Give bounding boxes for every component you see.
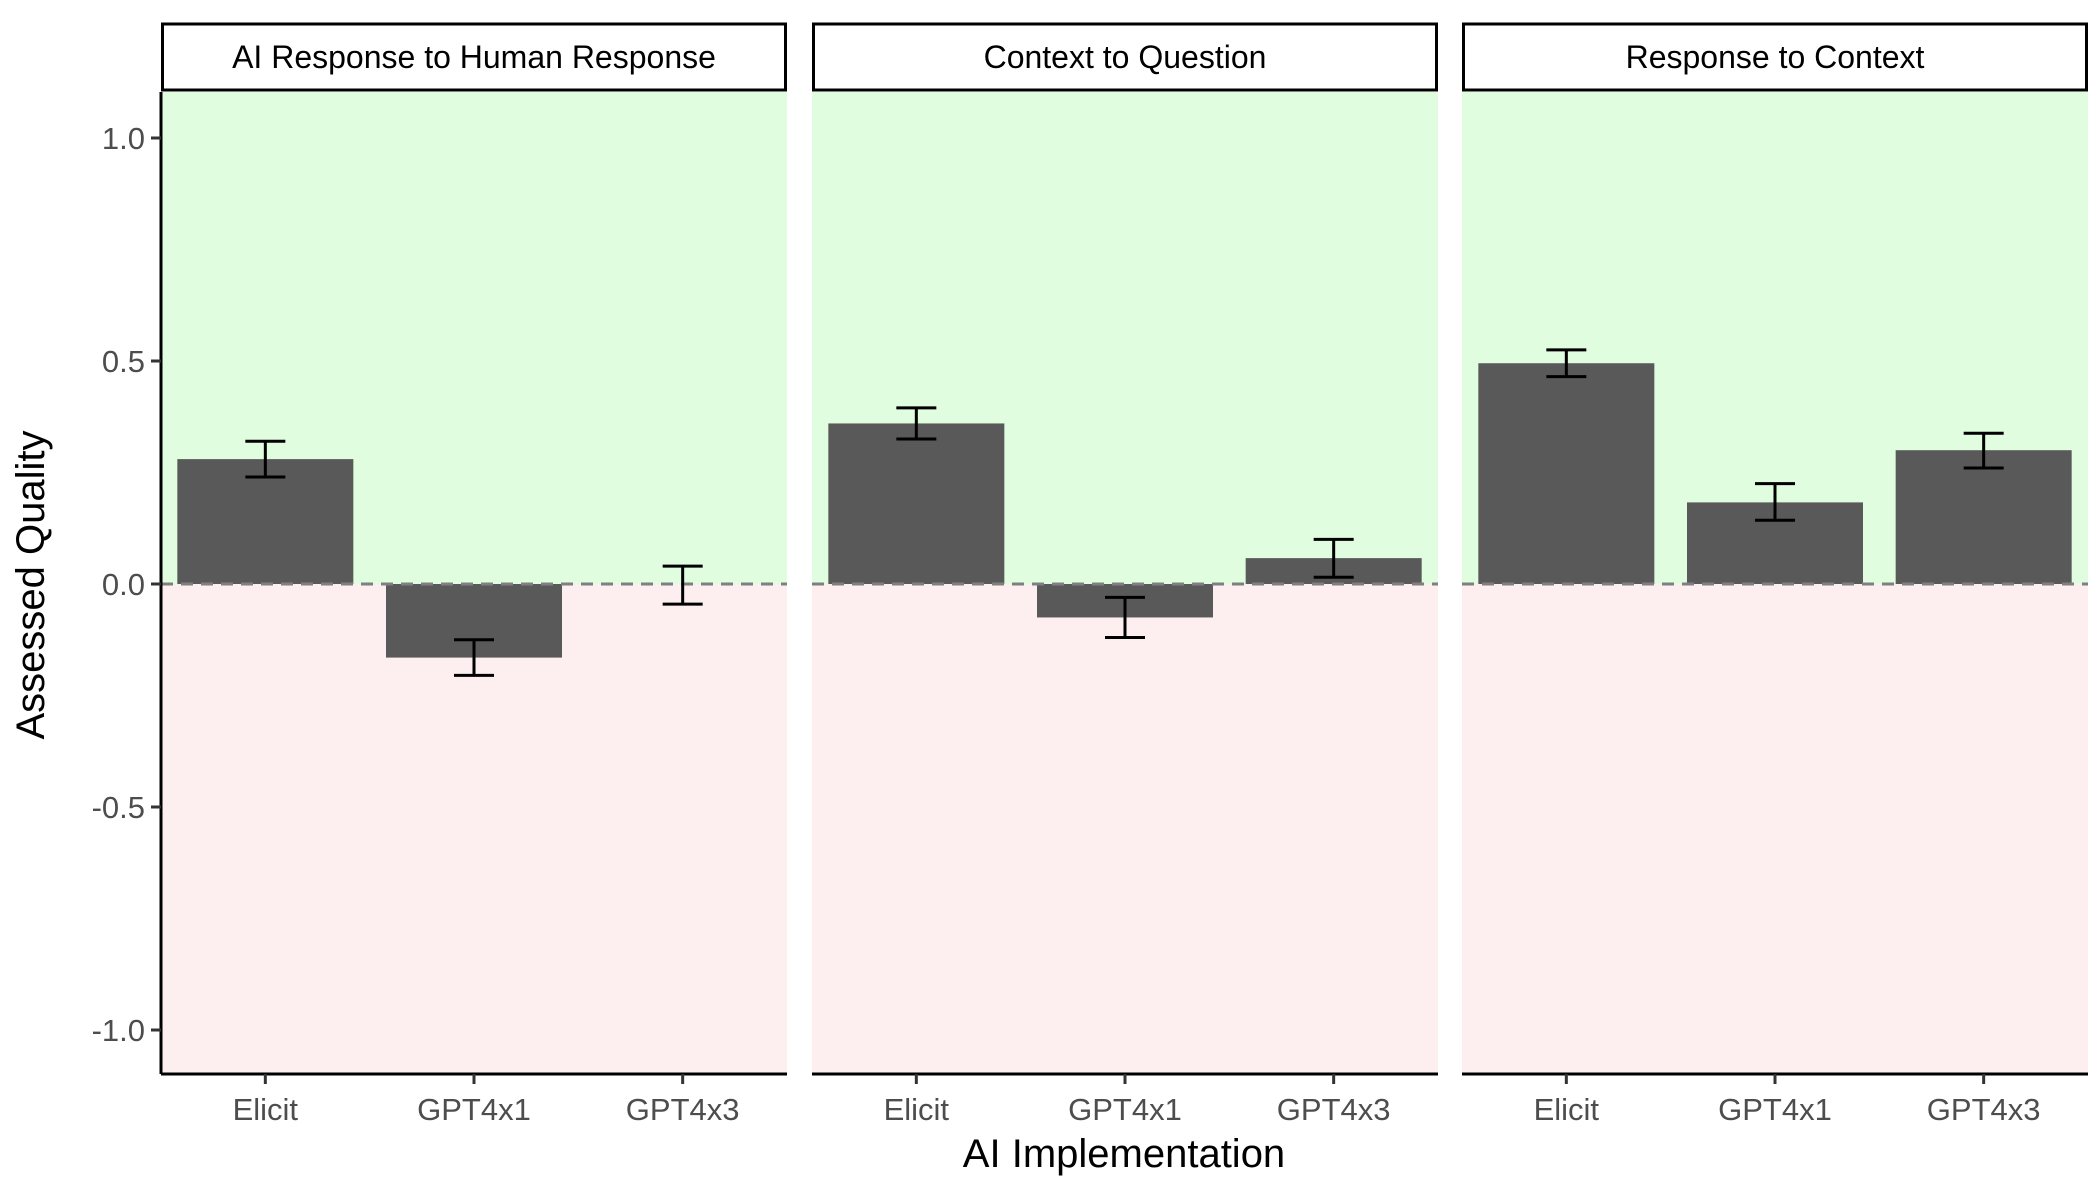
y-tick-label: -0.5 — [92, 790, 145, 825]
error-bar-gpt4x1 — [454, 638, 494, 677]
error-bar-gpt4x3 — [1963, 431, 2004, 470]
negative-region — [1462, 584, 2088, 1074]
x-tick-label: GPT4x1 — [1718, 1092, 1832, 1127]
error-bar-gpt4x1 — [1755, 482, 1795, 522]
bars — [177, 459, 562, 658]
bar-elicit — [828, 423, 1005, 584]
bar-gpt4x3 — [1895, 450, 2072, 584]
panel-title: Response to Context — [1626, 39, 1925, 75]
panel-1: AI Response to Human Response Elicit GPT4x… — [161, 22, 787, 1127]
error-bar-elicit — [245, 439, 286, 479]
x-tick-label: GPT4x1 — [1068, 1092, 1182, 1127]
panels-layer: AI Response to Human Response Elicit GPT4x… — [161, 22, 2088, 1127]
panel-strip — [161, 22, 787, 92]
x-tick-label: Elicit — [884, 1092, 950, 1127]
y-tick-label: 1.0 — [102, 121, 145, 156]
bars — [1478, 363, 2072, 584]
x-tick-label: GPT4x1 — [417, 1092, 531, 1127]
x-tick-label: GPT4x3 — [1927, 1092, 2041, 1127]
error-bar-elicit — [896, 406, 937, 441]
panel-3: Response to Context Elicit GPT4x1 GPT4x3 — [1462, 22, 2088, 1127]
x-tick-label: GPT4x3 — [1277, 1092, 1391, 1127]
bar-elicit — [1478, 363, 1655, 584]
panel-title: AI Response to Human Response — [232, 39, 716, 75]
y-axis-title: Assessed Quality — [9, 430, 53, 739]
y-axis: 1.0 0.5 0.0 -0.5 -1.0 — [92, 92, 163, 1074]
negative-region — [812, 584, 1438, 1074]
panel-2: Context to Question Elicit GPT4x1 GPT4x3 — [812, 22, 1438, 1127]
x-axis-title: AI Implementation — [963, 1132, 1285, 1176]
panel-strip — [1462, 22, 2088, 92]
y-tick-label: 0.0 — [102, 567, 145, 602]
x-tick-label: Elicit — [1534, 1092, 1600, 1127]
error-bars — [1546, 348, 2004, 522]
x-tick-label: GPT4x3 — [626, 1092, 740, 1127]
bar-elicit — [177, 459, 354, 584]
error-bar-elicit — [1546, 348, 1587, 379]
error-bars — [245, 439, 703, 677]
error-bar-gpt4x3 — [1313, 537, 1354, 579]
panel-title: Context to Question — [984, 39, 1267, 75]
error-bar-gpt4x3 — [662, 564, 703, 606]
y-tick-label: -1.0 — [92, 1013, 145, 1048]
error-bars — [896, 406, 1354, 640]
y-tick-label: 0.5 — [102, 344, 145, 379]
x-tick-label: Elicit — [233, 1092, 299, 1127]
error-bar-gpt4x1 — [1105, 595, 1145, 640]
panel-strip — [812, 22, 1438, 92]
